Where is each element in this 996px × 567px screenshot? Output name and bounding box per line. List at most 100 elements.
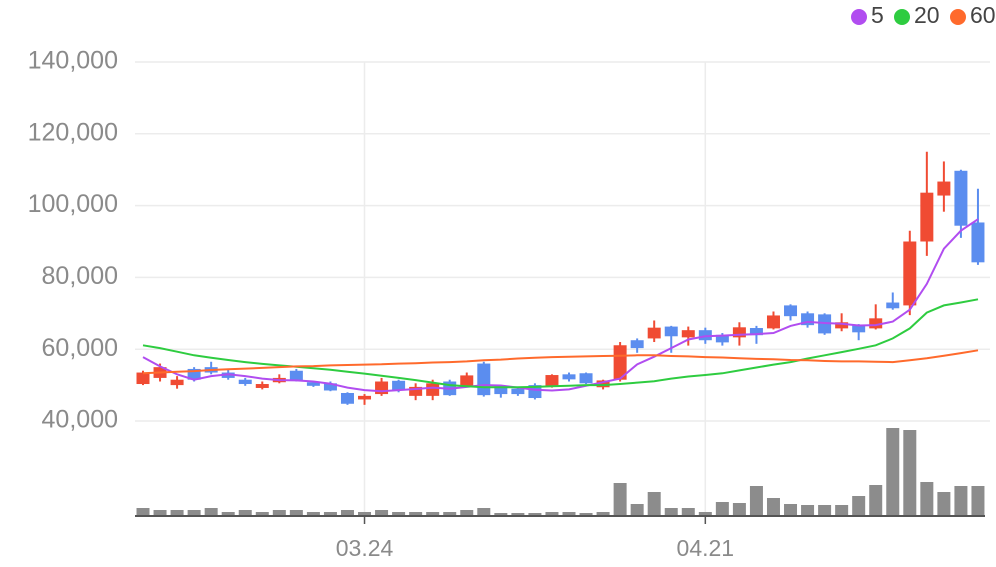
volume-bar bbox=[204, 508, 218, 516]
volume-bar bbox=[460, 510, 474, 516]
volume-bar bbox=[340, 510, 354, 516]
ma-line bbox=[142, 349, 979, 375]
volume-bar bbox=[153, 510, 167, 516]
volume-bar bbox=[613, 483, 627, 516]
candle-body bbox=[358, 395, 372, 400]
y-tick-label: 40,000 bbox=[42, 406, 118, 434]
candle-body bbox=[971, 222, 985, 263]
volume-bar bbox=[903, 430, 917, 516]
volume-bar bbox=[477, 508, 491, 516]
volume-bar bbox=[443, 512, 457, 516]
volume-bar bbox=[426, 512, 440, 516]
volume-bar bbox=[528, 513, 542, 516]
ma-line bbox=[142, 298, 979, 389]
candle-body bbox=[715, 334, 729, 343]
volume-bar bbox=[647, 492, 661, 516]
y-tick-label: 100,000 bbox=[28, 190, 118, 218]
x-tick-label: 04.21 bbox=[677, 535, 735, 561]
volume-bar bbox=[323, 512, 337, 516]
candle-body bbox=[869, 318, 883, 329]
candle-body bbox=[698, 330, 712, 341]
candle-body bbox=[562, 374, 576, 380]
volume-bar bbox=[238, 510, 252, 516]
candle-body bbox=[903, 241, 917, 306]
candle-body bbox=[937, 181, 951, 196]
candle-body bbox=[477, 363, 491, 396]
candle-body bbox=[647, 327, 661, 339]
candle-body bbox=[732, 327, 746, 338]
y-tick-label: 120,000 bbox=[28, 118, 118, 146]
volume-bar bbox=[221, 512, 235, 516]
legend-label: 20 bbox=[914, 2, 940, 28]
legend-marker bbox=[894, 9, 910, 25]
candle-body bbox=[835, 322, 849, 329]
candle-body bbox=[323, 383, 337, 391]
candle-body bbox=[392, 380, 406, 391]
candle-body bbox=[766, 315, 780, 329]
candle-body bbox=[545, 375, 559, 387]
volume-bar bbox=[664, 508, 678, 516]
candle-body bbox=[596, 380, 610, 388]
legend-marker bbox=[950, 9, 966, 25]
candle-body bbox=[664, 326, 678, 337]
candle-body bbox=[579, 373, 593, 384]
candle-body bbox=[136, 372, 150, 385]
volume-bar bbox=[272, 510, 286, 516]
candle-body bbox=[749, 328, 763, 336]
candle-body bbox=[409, 386, 423, 396]
volume-bar bbox=[852, 496, 866, 516]
volume-bar bbox=[784, 504, 798, 516]
volume-bar bbox=[766, 498, 780, 516]
volume-bar bbox=[681, 508, 695, 516]
volume-bar bbox=[579, 513, 593, 516]
candle-body bbox=[784, 305, 798, 317]
volume-bar bbox=[289, 510, 303, 516]
candle-body bbox=[460, 375, 474, 386]
candle-body bbox=[170, 379, 184, 386]
volume-bar bbox=[187, 510, 201, 516]
ma-line bbox=[142, 218, 979, 393]
volume-bar bbox=[749, 486, 763, 516]
volume-bar bbox=[306, 512, 320, 516]
volume-bar bbox=[392, 512, 406, 516]
candle-body bbox=[920, 192, 934, 242]
candle-body bbox=[613, 345, 627, 380]
volume-bar bbox=[358, 512, 372, 516]
candle-body bbox=[528, 385, 542, 399]
volume-bar bbox=[562, 512, 576, 516]
y-tick-label: 60,000 bbox=[42, 334, 118, 362]
candle-body bbox=[238, 379, 252, 385]
candle-body bbox=[630, 340, 644, 349]
volume-bar bbox=[375, 510, 389, 516]
volume-bar bbox=[545, 512, 559, 516]
volume-bar bbox=[869, 485, 883, 516]
volume-bar bbox=[971, 486, 985, 516]
volume-bar bbox=[886, 428, 900, 516]
volume-bar bbox=[170, 510, 184, 516]
candle-body bbox=[852, 325, 866, 333]
candle-body bbox=[306, 382, 320, 386]
volume-bar bbox=[937, 492, 951, 516]
candle-body bbox=[801, 313, 815, 326]
volume-bar bbox=[494, 513, 508, 516]
candle-body bbox=[426, 383, 440, 396]
y-tick-label: 80,000 bbox=[42, 262, 118, 290]
legend-label: 60 bbox=[970, 2, 996, 28]
candle-body bbox=[494, 386, 508, 395]
volume-bar bbox=[698, 512, 712, 516]
candle-body bbox=[255, 384, 269, 388]
volume-bar bbox=[255, 512, 269, 516]
volume-bar bbox=[715, 502, 729, 516]
volume-bar bbox=[954, 486, 968, 516]
volume-bar bbox=[630, 504, 644, 516]
volume-bar bbox=[136, 508, 150, 516]
x-tick-label: 03.24 bbox=[336, 535, 394, 561]
volume-bar bbox=[732, 503, 746, 516]
candle-body bbox=[886, 302, 900, 309]
candle-body bbox=[511, 388, 525, 395]
y-tick-label: 140,000 bbox=[28, 47, 118, 75]
candle-body bbox=[954, 170, 968, 226]
volume-bar bbox=[511, 513, 525, 516]
candle-body bbox=[340, 392, 354, 404]
